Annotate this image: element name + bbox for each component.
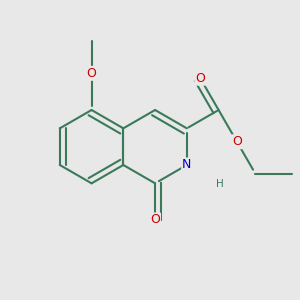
Text: O: O	[232, 135, 242, 148]
Text: N: N	[182, 158, 191, 172]
Text: O: O	[150, 214, 160, 226]
Text: O: O	[87, 67, 97, 80]
Text: O: O	[195, 72, 205, 85]
Text: H: H	[216, 179, 224, 189]
